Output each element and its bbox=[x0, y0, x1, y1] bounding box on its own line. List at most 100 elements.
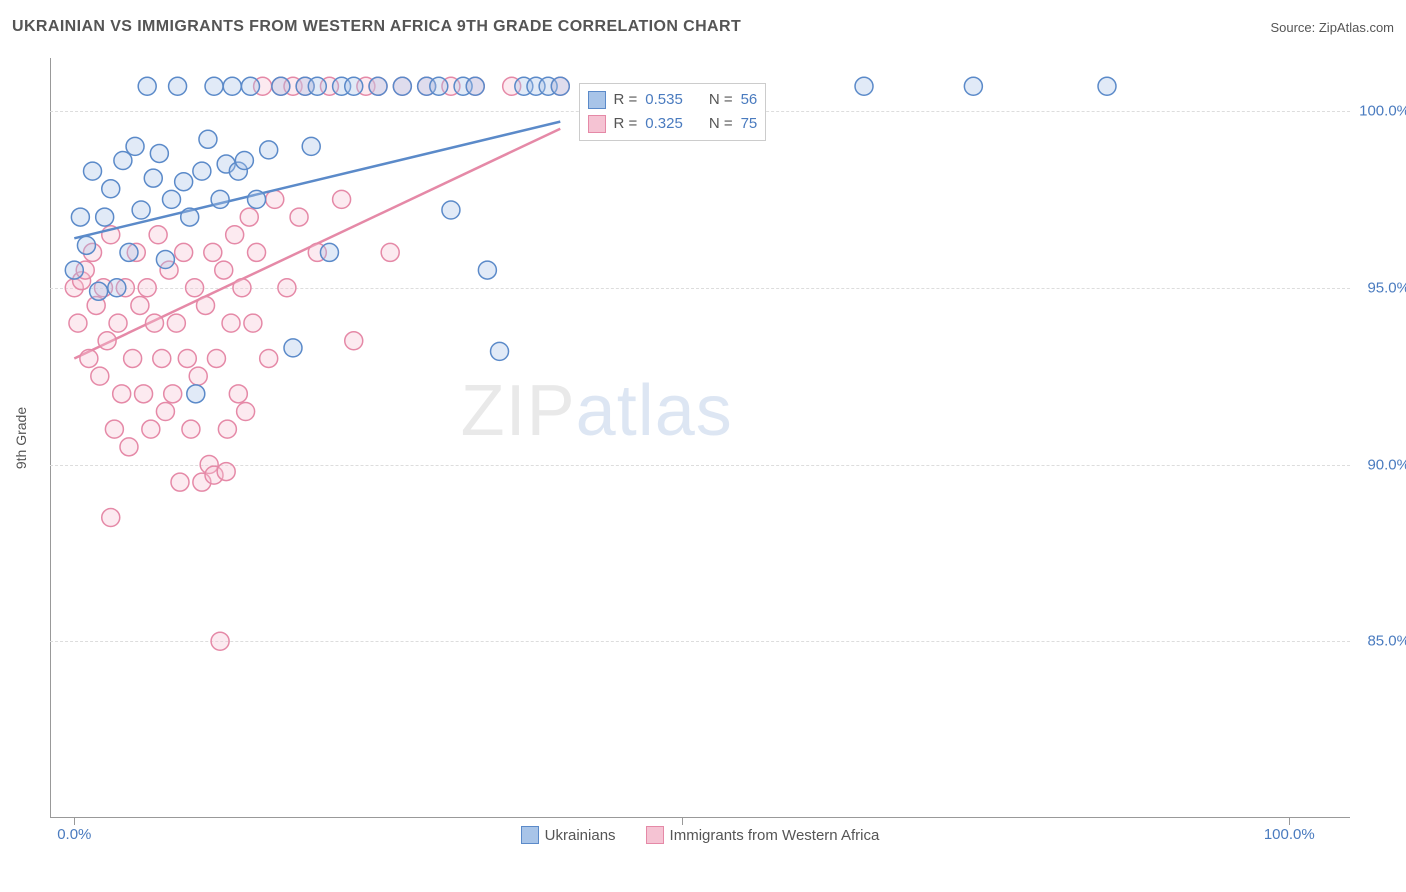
data-point-immigrants-wa bbox=[189, 367, 207, 385]
data-point-ukrainians bbox=[120, 243, 138, 261]
data-point-immigrants-wa bbox=[135, 385, 153, 403]
data-point-immigrants-wa bbox=[164, 385, 182, 403]
data-point-immigrants-wa bbox=[207, 349, 225, 367]
legend-swatch bbox=[588, 115, 606, 133]
data-point-immigrants-wa bbox=[260, 349, 278, 367]
x-tick-mark bbox=[74, 818, 75, 825]
data-point-ukrainians bbox=[260, 141, 278, 159]
y-tick-label: 100.0% bbox=[1359, 103, 1406, 120]
data-point-immigrants-wa bbox=[167, 314, 185, 332]
data-point-immigrants-wa bbox=[138, 279, 156, 297]
data-point-immigrants-wa bbox=[171, 473, 189, 491]
data-point-ukrainians bbox=[478, 261, 496, 279]
data-point-immigrants-wa bbox=[197, 296, 215, 314]
chart-header: UKRAINIAN VS IMMIGRANTS FROM WESTERN AFR… bbox=[12, 18, 1394, 36]
data-point-immigrants-wa bbox=[244, 314, 262, 332]
correlation-legend-row: R =0.535N =56 bbox=[588, 88, 758, 112]
legend-swatch bbox=[588, 91, 606, 109]
data-point-immigrants-wa bbox=[142, 420, 160, 438]
data-point-ukrainians bbox=[211, 190, 229, 208]
data-point-immigrants-wa bbox=[233, 279, 251, 297]
data-point-ukrainians bbox=[138, 77, 156, 95]
data-point-immigrants-wa bbox=[105, 420, 123, 438]
data-point-ukrainians bbox=[193, 162, 211, 180]
data-point-immigrants-wa bbox=[91, 367, 109, 385]
data-point-immigrants-wa bbox=[175, 243, 193, 261]
data-point-immigrants-wa bbox=[145, 314, 163, 332]
data-point-ukrainians bbox=[77, 236, 95, 254]
data-point-immigrants-wa bbox=[69, 314, 87, 332]
data-point-immigrants-wa bbox=[222, 314, 240, 332]
data-point-ukrainians bbox=[84, 162, 102, 180]
data-point-immigrants-wa bbox=[333, 190, 351, 208]
series-legend-item: Ukrainians bbox=[521, 826, 616, 844]
data-point-ukrainians bbox=[199, 130, 217, 148]
data-point-ukrainians bbox=[430, 77, 448, 95]
data-point-ukrainians bbox=[156, 250, 174, 268]
data-point-ukrainians bbox=[65, 261, 83, 279]
chart-svg-layer bbox=[50, 58, 1350, 818]
x-tick-mark bbox=[1289, 818, 1290, 825]
data-point-ukrainians bbox=[132, 201, 150, 219]
data-point-ukrainians bbox=[248, 190, 266, 208]
data-point-ukrainians bbox=[320, 243, 338, 261]
data-point-ukrainians bbox=[442, 201, 460, 219]
data-point-ukrainians bbox=[205, 77, 223, 95]
y-tick-label: 85.0% bbox=[1367, 633, 1406, 650]
data-point-ukrainians bbox=[71, 208, 89, 226]
data-point-ukrainians bbox=[223, 77, 241, 95]
correlation-legend: R =0.535N =56R =0.325N =75 bbox=[579, 83, 767, 141]
data-point-immigrants-wa bbox=[215, 261, 233, 279]
data-point-ukrainians bbox=[169, 77, 187, 95]
data-point-immigrants-wa bbox=[381, 243, 399, 261]
data-point-immigrants-wa bbox=[131, 296, 149, 314]
data-point-ukrainians bbox=[181, 208, 199, 226]
data-point-ukrainians bbox=[150, 144, 168, 162]
data-point-immigrants-wa bbox=[186, 279, 204, 297]
data-point-ukrainians bbox=[964, 77, 982, 95]
data-point-immigrants-wa bbox=[204, 243, 222, 261]
legend-swatch bbox=[646, 826, 664, 844]
chart-source: Source: ZipAtlas.com bbox=[1270, 20, 1394, 35]
data-point-immigrants-wa bbox=[120, 438, 138, 456]
y-axis-label: 9th Grade bbox=[13, 407, 29, 469]
data-point-ukrainians bbox=[466, 77, 484, 95]
data-point-ukrainians bbox=[114, 152, 132, 170]
data-point-immigrants-wa bbox=[218, 420, 236, 438]
data-point-ukrainians bbox=[855, 77, 873, 95]
data-point-immigrants-wa bbox=[113, 385, 131, 403]
legend-swatch bbox=[521, 826, 539, 844]
data-point-ukrainians bbox=[144, 169, 162, 187]
data-point-ukrainians bbox=[302, 137, 320, 155]
data-point-ukrainians bbox=[175, 173, 193, 191]
data-point-immigrants-wa bbox=[149, 226, 167, 244]
data-point-ukrainians bbox=[491, 342, 509, 360]
data-point-ukrainians bbox=[90, 282, 108, 300]
data-point-immigrants-wa bbox=[229, 385, 247, 403]
data-point-ukrainians bbox=[102, 180, 120, 198]
data-point-immigrants-wa bbox=[240, 208, 258, 226]
data-point-ukrainians bbox=[551, 77, 569, 95]
data-point-immigrants-wa bbox=[278, 279, 296, 297]
data-point-immigrants-wa bbox=[290, 208, 308, 226]
correlation-legend-row: R =0.325N =75 bbox=[588, 112, 758, 136]
data-point-immigrants-wa bbox=[237, 402, 255, 420]
data-point-immigrants-wa bbox=[102, 509, 120, 527]
data-point-ukrainians bbox=[96, 208, 114, 226]
data-point-immigrants-wa bbox=[266, 190, 284, 208]
data-point-immigrants-wa bbox=[156, 402, 174, 420]
data-point-ukrainians bbox=[1098, 77, 1116, 95]
scatter-chart: 85.0%90.0%95.0%100.0%0.0%100.0%ZIPatlasR… bbox=[50, 58, 1350, 818]
data-point-immigrants-wa bbox=[80, 349, 98, 367]
data-point-immigrants-wa bbox=[98, 332, 116, 350]
data-point-ukrainians bbox=[241, 77, 259, 95]
data-point-ukrainians bbox=[272, 77, 290, 95]
y-tick-label: 95.0% bbox=[1367, 279, 1406, 296]
data-point-immigrants-wa bbox=[178, 349, 196, 367]
x-tick-mark bbox=[682, 818, 683, 825]
data-point-ukrainians bbox=[187, 385, 205, 403]
data-point-immigrants-wa bbox=[217, 463, 235, 481]
series-legend-label: Immigrants from Western Africa bbox=[670, 827, 880, 844]
data-point-immigrants-wa bbox=[124, 349, 142, 367]
data-point-immigrants-wa bbox=[211, 632, 229, 650]
